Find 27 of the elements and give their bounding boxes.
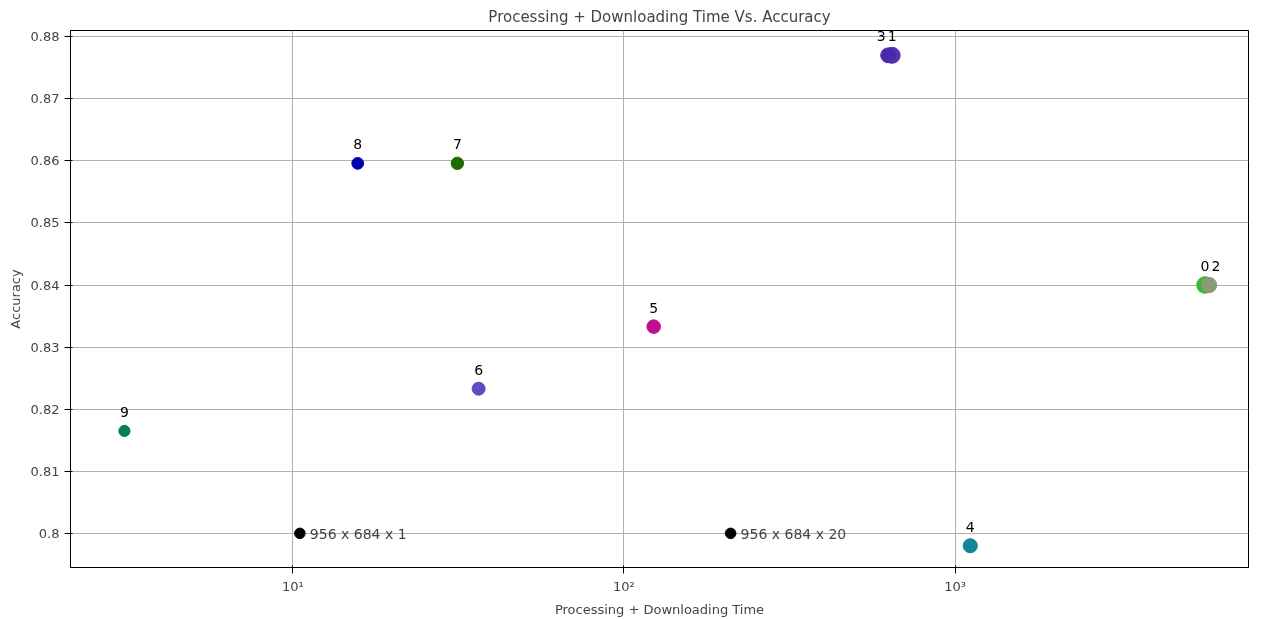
y-tick-label: 0.86 xyxy=(30,153,60,169)
x-axis-title: Processing + Downloading Time xyxy=(554,601,765,617)
series-label: 7 xyxy=(452,136,462,153)
y-tick-label: 0.81 xyxy=(30,463,60,479)
series-label: 3 xyxy=(876,28,886,45)
series-label: 0 xyxy=(1200,258,1210,275)
x-tick-label: 10² xyxy=(613,578,635,594)
annotation: 956 x 684 x 20 xyxy=(740,526,847,543)
chart-title: Processing + Downloading Time Vs. Accuracy xyxy=(488,7,831,26)
series-label: 8 xyxy=(353,136,363,153)
y-tick-label: 0.88 xyxy=(30,29,60,45)
y-tick-label: 0.83 xyxy=(30,339,60,355)
x-tick-label: 10¹ xyxy=(281,578,304,594)
y-tick-label: 0.85 xyxy=(30,215,60,231)
y-tick-label: 0.82 xyxy=(30,401,60,417)
series-label: 4 xyxy=(965,518,975,535)
annotation: 956 x 684 x 1 xyxy=(309,526,407,543)
x-tick-label: 10³ xyxy=(944,578,966,594)
series-label: 1 xyxy=(887,28,897,45)
series-label: 2 xyxy=(1211,258,1221,275)
y-tick-label: 0.8 xyxy=(38,525,60,541)
y-tick-label: 0.84 xyxy=(30,277,60,293)
series-label: 5 xyxy=(649,299,659,316)
series-label: 9 xyxy=(120,403,129,420)
y-tick-label: 0.87 xyxy=(30,91,60,107)
y-axis-title: Accuracy xyxy=(7,269,23,329)
series-label: 6 xyxy=(474,361,484,378)
